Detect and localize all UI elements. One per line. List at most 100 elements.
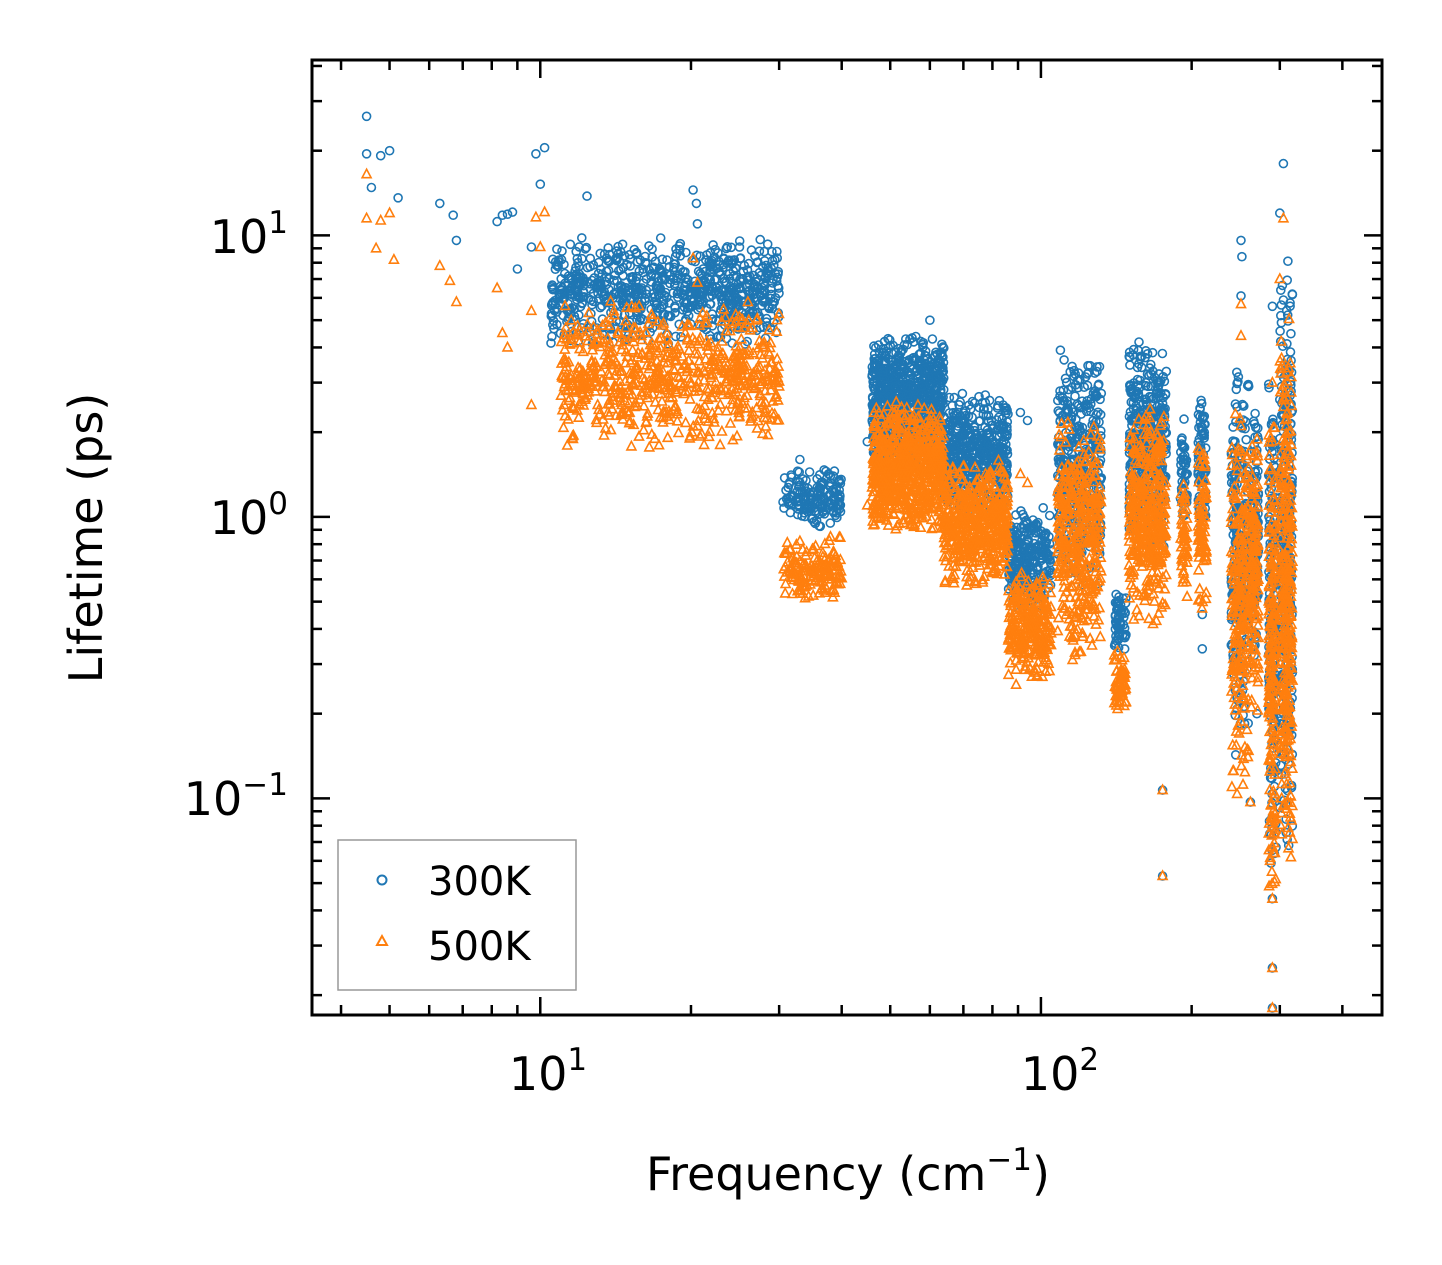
data-point-300k <box>735 253 746 263</box>
data-point-500k <box>1266 891 1279 904</box>
data-point-500k <box>1156 783 1169 795</box>
data-point-300k <box>502 209 513 219</box>
data-point-300k <box>872 355 883 366</box>
data-point-300k <box>691 198 702 209</box>
data-point-300k <box>565 283 576 294</box>
data-point-300k <box>1059 355 1069 365</box>
data-point-300k <box>547 331 557 342</box>
data-point-300k <box>825 518 836 528</box>
data-point-300k <box>705 299 716 309</box>
data-point-300k <box>531 149 541 159</box>
data-point-300k <box>576 233 587 243</box>
data-point-300k <box>700 255 711 265</box>
data-point-300k <box>772 246 782 257</box>
data-point-300k <box>795 495 805 506</box>
data-point-300k <box>1276 285 1286 296</box>
data-point-300k <box>647 244 657 254</box>
data-point-300k <box>375 150 386 161</box>
data-point-300k <box>571 246 582 257</box>
data-point-300k <box>938 352 948 362</box>
data-point-300k <box>621 282 631 293</box>
data-point-500k <box>433 259 446 271</box>
data-point-300k <box>925 377 936 387</box>
data-point-300k <box>828 507 839 518</box>
data-point-300k <box>661 292 672 303</box>
data-point-300k <box>937 348 947 358</box>
data-point-300k <box>920 346 931 356</box>
series-layer <box>360 111 1299 1013</box>
data-point-300k <box>1070 391 1080 402</box>
data-point-500k <box>360 167 373 179</box>
data-point-300k <box>393 193 403 203</box>
data-point-300k <box>779 503 789 513</box>
data-point-300k <box>512 264 523 274</box>
data-point-300k <box>680 281 690 292</box>
data-point-300k <box>646 277 657 287</box>
data-point-300k <box>1237 251 1247 262</box>
data-point-300k <box>832 491 843 501</box>
data-point-300k <box>781 494 792 504</box>
data-point-300k <box>692 219 703 229</box>
data-point-300k <box>556 285 567 296</box>
data-point-300k <box>742 336 753 347</box>
data-point-300k <box>1044 510 1055 521</box>
data-point-300k <box>1276 300 1287 310</box>
data-point-300k <box>829 466 840 476</box>
data-point-300k <box>735 283 746 294</box>
data-point-500k <box>661 431 674 443</box>
data-point-300k <box>718 259 728 270</box>
data-point-300k <box>766 283 776 294</box>
data-point-500k <box>370 241 382 253</box>
data-point-300k <box>621 288 631 299</box>
data-point-300k <box>819 494 830 505</box>
data-point-300k <box>802 506 813 517</box>
data-point-300k <box>700 266 710 277</box>
data-point-300k <box>900 334 911 344</box>
data-point-300k <box>1250 408 1260 419</box>
data-point-300k <box>671 275 681 286</box>
data-point-300k <box>572 253 583 264</box>
data-point-300k <box>753 311 763 321</box>
data-point-300k <box>577 253 587 264</box>
data-point-300k <box>800 491 811 501</box>
data-point-300k <box>636 313 646 324</box>
data-point-500k <box>534 240 547 252</box>
data-point-300k <box>625 254 636 264</box>
data-point-300k <box>804 467 815 477</box>
data-point-300k <box>711 283 722 293</box>
data-point-300k <box>907 333 917 343</box>
data-point-300k <box>600 290 610 300</box>
data-point-300k <box>550 299 561 310</box>
data-point-300k <box>384 145 395 156</box>
data-point-300k <box>1125 360 1135 370</box>
data-point-500k <box>698 438 710 450</box>
data-point-300k <box>588 260 599 270</box>
data-point-300k <box>1275 326 1285 336</box>
data-point-300k <box>675 244 685 255</box>
data-point-300k <box>646 271 656 282</box>
data-point-300k <box>611 254 621 265</box>
data-point-500k <box>496 326 509 338</box>
data-point-300k <box>787 498 798 509</box>
data-point-300k <box>690 300 700 310</box>
data-point-300k <box>575 293 586 303</box>
data-point-300k <box>910 393 921 404</box>
data-point-300k <box>507 207 518 217</box>
data-point-300k <box>938 363 948 373</box>
data-point-300k <box>770 292 781 303</box>
data-point-300k <box>889 370 900 381</box>
data-point-300k <box>580 244 591 254</box>
data-point-300k <box>762 239 773 249</box>
data-point-300k <box>563 273 574 284</box>
data-point-500k <box>374 213 387 225</box>
data-point-300k <box>670 303 680 313</box>
data-point-300k <box>595 302 606 313</box>
data-point-300k <box>707 261 718 272</box>
data-point-300k <box>893 356 904 367</box>
data-point-500k <box>491 281 503 293</box>
data-point-300k <box>593 257 604 268</box>
data-point-500k <box>1266 1001 1279 1013</box>
data-point-500k <box>1235 329 1247 341</box>
data-point-300k <box>629 244 640 255</box>
